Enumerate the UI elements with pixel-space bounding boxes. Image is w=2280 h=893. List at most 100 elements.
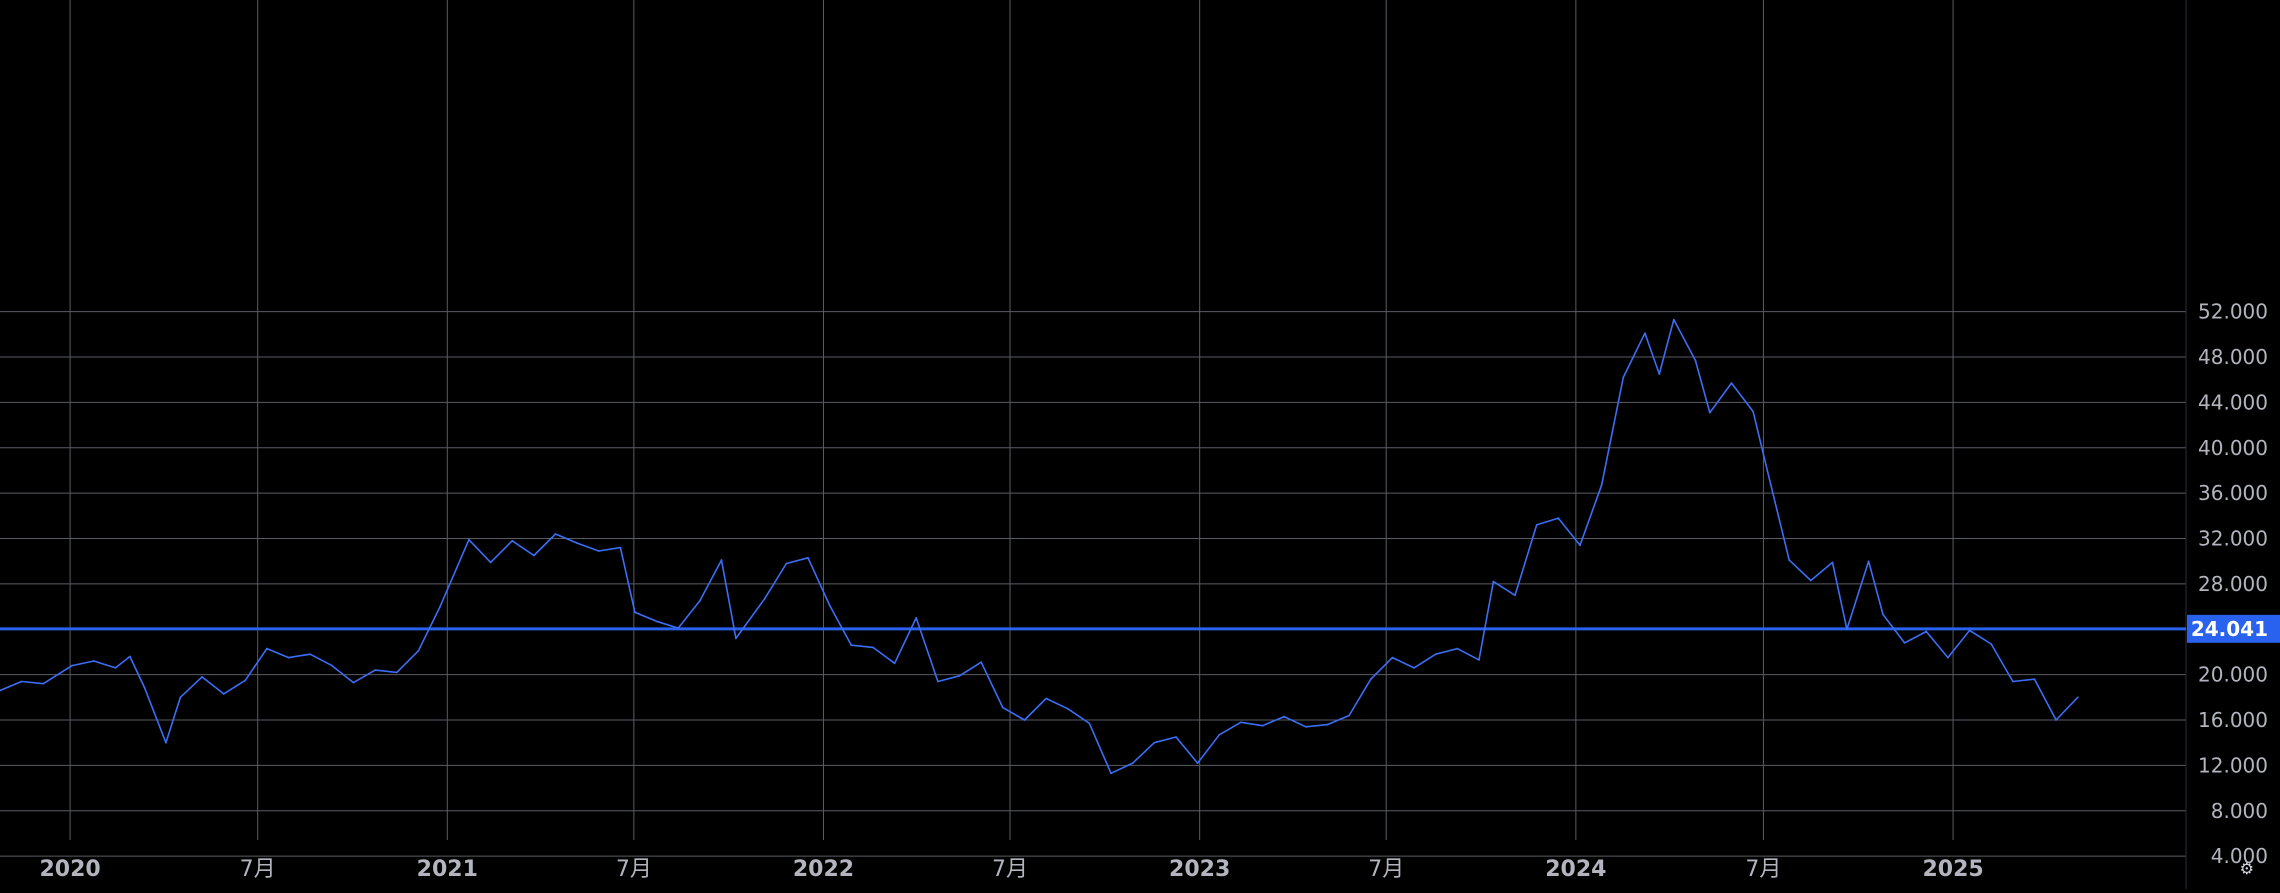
data-point [143, 686, 146, 689]
data-point [1831, 561, 1834, 564]
series-layer [0, 318, 2079, 775]
data-point [1391, 656, 1394, 659]
data-point [222, 693, 225, 695]
data-point [114, 666, 117, 669]
x-tick-label: 7月 [1368, 857, 1404, 882]
data-point [720, 559, 723, 561]
data-point [958, 674, 961, 677]
x-tick-label: 7月 [616, 857, 652, 882]
x-tick-label: 7月 [240, 857, 276, 882]
data-point [785, 562, 788, 565]
gear-icon[interactable]: ⚙ [2239, 859, 2254, 878]
data-point [633, 611, 636, 614]
data-point [1304, 725, 1307, 728]
data-point [1514, 594, 1516, 597]
x-tick-label: 2021 [417, 857, 478, 882]
data-point [352, 681, 355, 684]
data-point [1283, 715, 1286, 718]
data-point [1434, 653, 1437, 656]
data-point [893, 662, 896, 665]
data-point [1658, 373, 1661, 375]
data-point [2011, 680, 2014, 683]
data-point [0, 689, 1, 692]
data-point [92, 660, 95, 662]
x-tick-label: 2024 [1545, 857, 1606, 882]
data-point [1579, 544, 1581, 547]
data-point [554, 533, 557, 535]
data-point [1348, 714, 1351, 717]
data-point [128, 655, 131, 658]
x-axis[interactable]: 2020 7月 2021 7月 2022 7月 2023 7月 2024 7月 2025 [39, 857, 1983, 882]
y-axis[interactable]: 4.0008.00012.00016.00020.00024.00028.000… [2198, 300, 2268, 869]
data-point [1846, 628, 1848, 631]
data-point [576, 542, 579, 544]
data-point [1478, 659, 1480, 661]
y-tick-label: 52.000 [2198, 300, 2268, 324]
data-point [1990, 643, 1993, 645]
data-point [850, 644, 853, 647]
data-point [619, 546, 622, 549]
data-point [71, 664, 74, 667]
data-point [468, 538, 470, 541]
data-point [1066, 707, 1069, 710]
y-tick-label: 28.000 [2198, 572, 2268, 596]
data-point [1239, 721, 1242, 724]
data-point [1766, 470, 1769, 473]
x-tick-label: 7月 [992, 857, 1028, 882]
data-point [439, 605, 441, 608]
data-point [330, 664, 333, 667]
data-point [244, 679, 247, 682]
data-point [287, 656, 290, 659]
data-point [2055, 719, 2058, 721]
data-point [1947, 656, 1949, 659]
data-point [698, 600, 701, 602]
data-point [1903, 641, 1906, 644]
data-point [1196, 762, 1199, 765]
data-point [1694, 359, 1697, 362]
data-point [309, 653, 312, 656]
data-point [828, 604, 831, 607]
data-point [734, 637, 737, 640]
x-tick-label: 2022 [793, 857, 854, 882]
data-point [489, 561, 492, 564]
data-point [20, 680, 23, 683]
x-tick-label: 2020 [39, 857, 100, 882]
data-point [1153, 741, 1156, 744]
data-point [1261, 724, 1264, 727]
data-point [1001, 706, 1004, 709]
data-point [1867, 560, 1870, 563]
data-point [1788, 559, 1791, 561]
data-point [1557, 517, 1560, 520]
y-tick-label: 44.000 [2198, 390, 2268, 414]
y-tick-label: 16.000 [2198, 708, 2268, 732]
data-point [1730, 382, 1733, 385]
series-line [0, 318, 2079, 775]
data-point [807, 556, 809, 559]
data-point [1882, 613, 1884, 616]
data-point [1809, 579, 1812, 582]
current-price-badge [2187, 614, 2280, 643]
data-point [915, 617, 918, 619]
data-point [1752, 410, 1755, 413]
data-point [532, 554, 535, 557]
data-point [511, 539, 514, 542]
data-point [201, 676, 203, 678]
data-point [1672, 318, 1675, 321]
data-point [1045, 697, 1048, 700]
data-point [1023, 719, 1026, 721]
data-point [42, 682, 45, 685]
x-tick-label: 2023 [1169, 857, 1230, 882]
data-point [1326, 723, 1329, 726]
data-point [395, 671, 398, 674]
data-point [1492, 580, 1495, 583]
y-tick-label: 20.000 [2198, 663, 2268, 687]
data-point [2076, 696, 2079, 699]
y-tick-label: 4.000 [2211, 844, 2268, 868]
y-tick-label: 36.000 [2198, 481, 2268, 505]
price-label-layer: 24.041 [2187, 614, 2280, 643]
data-point [936, 680, 939, 683]
data-point [1708, 411, 1711, 414]
data-point [1131, 762, 1134, 765]
